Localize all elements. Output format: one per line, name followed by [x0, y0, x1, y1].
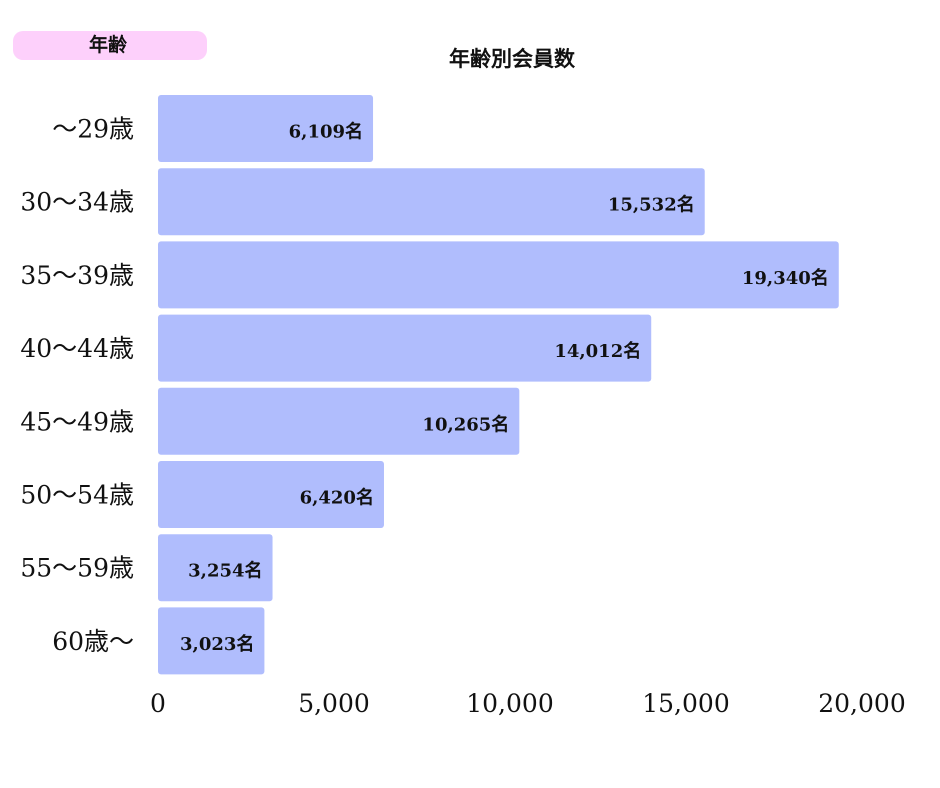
- value-labels-group: 6,109名 15,532名 19,340名 14,012名 10,265名 6,420名…: [180, 121, 829, 655]
- category-label-3: 35～39歳: [20, 261, 134, 290]
- category-label-8: 60歳～: [52, 627, 134, 656]
- bars-group: [158, 95, 839, 675]
- bar-2: [158, 168, 705, 236]
- category-label-2: 30～34歳: [20, 188, 134, 217]
- age-badge: 年齢: [13, 31, 207, 60]
- bar-4: [158, 314, 652, 382]
- category-labels-group: ～29歳 30～34歳 35～39歳 40～44歳 45～49歳 50～54歳 55～59歳…: [20, 115, 134, 656]
- x-tick-label-4: 15,000: [642, 689, 729, 718]
- chart-title: 年齢別会員数: [449, 46, 575, 71]
- bar-1: [158, 95, 374, 162]
- category-label-7: 55～59歳: [20, 554, 134, 583]
- x-tick-label-3: 10,000: [466, 689, 553, 718]
- x-tick-label-5: 20,000: [818, 689, 905, 718]
- value-label-3: 19,340名: [742, 267, 829, 289]
- bar-8: [158, 607, 265, 675]
- value-label-4: 14,012名: [554, 340, 641, 362]
- category-label-5: 45～49歳: [20, 407, 134, 436]
- value-label-6: 6,420名: [300, 487, 374, 509]
- x-tick-label-1: 0: [150, 689, 166, 718]
- category-label-4: 40～44歳: [20, 334, 134, 363]
- value-label-2: 15,532名: [608, 194, 695, 216]
- x-tick-label-2: 5,000: [298, 689, 370, 718]
- x-axis-ticks-group: 0 5,000 10,000 15,000 20,000: [150, 689, 906, 718]
- bar-3: [158, 241, 839, 309]
- category-label-6: 50～54歳: [20, 481, 134, 510]
- value-label-1: 6,109名: [289, 121, 363, 143]
- value-label-5: 10,265名: [422, 413, 509, 435]
- value-label-7: 3,254名: [188, 560, 262, 582]
- category-label-1: ～29歳: [52, 115, 134, 144]
- value-label-8: 3,023名: [180, 633, 254, 655]
- bar-5: [158, 387, 520, 455]
- bar-7: [158, 534, 273, 602]
- bar-6: [158, 461, 384, 528]
